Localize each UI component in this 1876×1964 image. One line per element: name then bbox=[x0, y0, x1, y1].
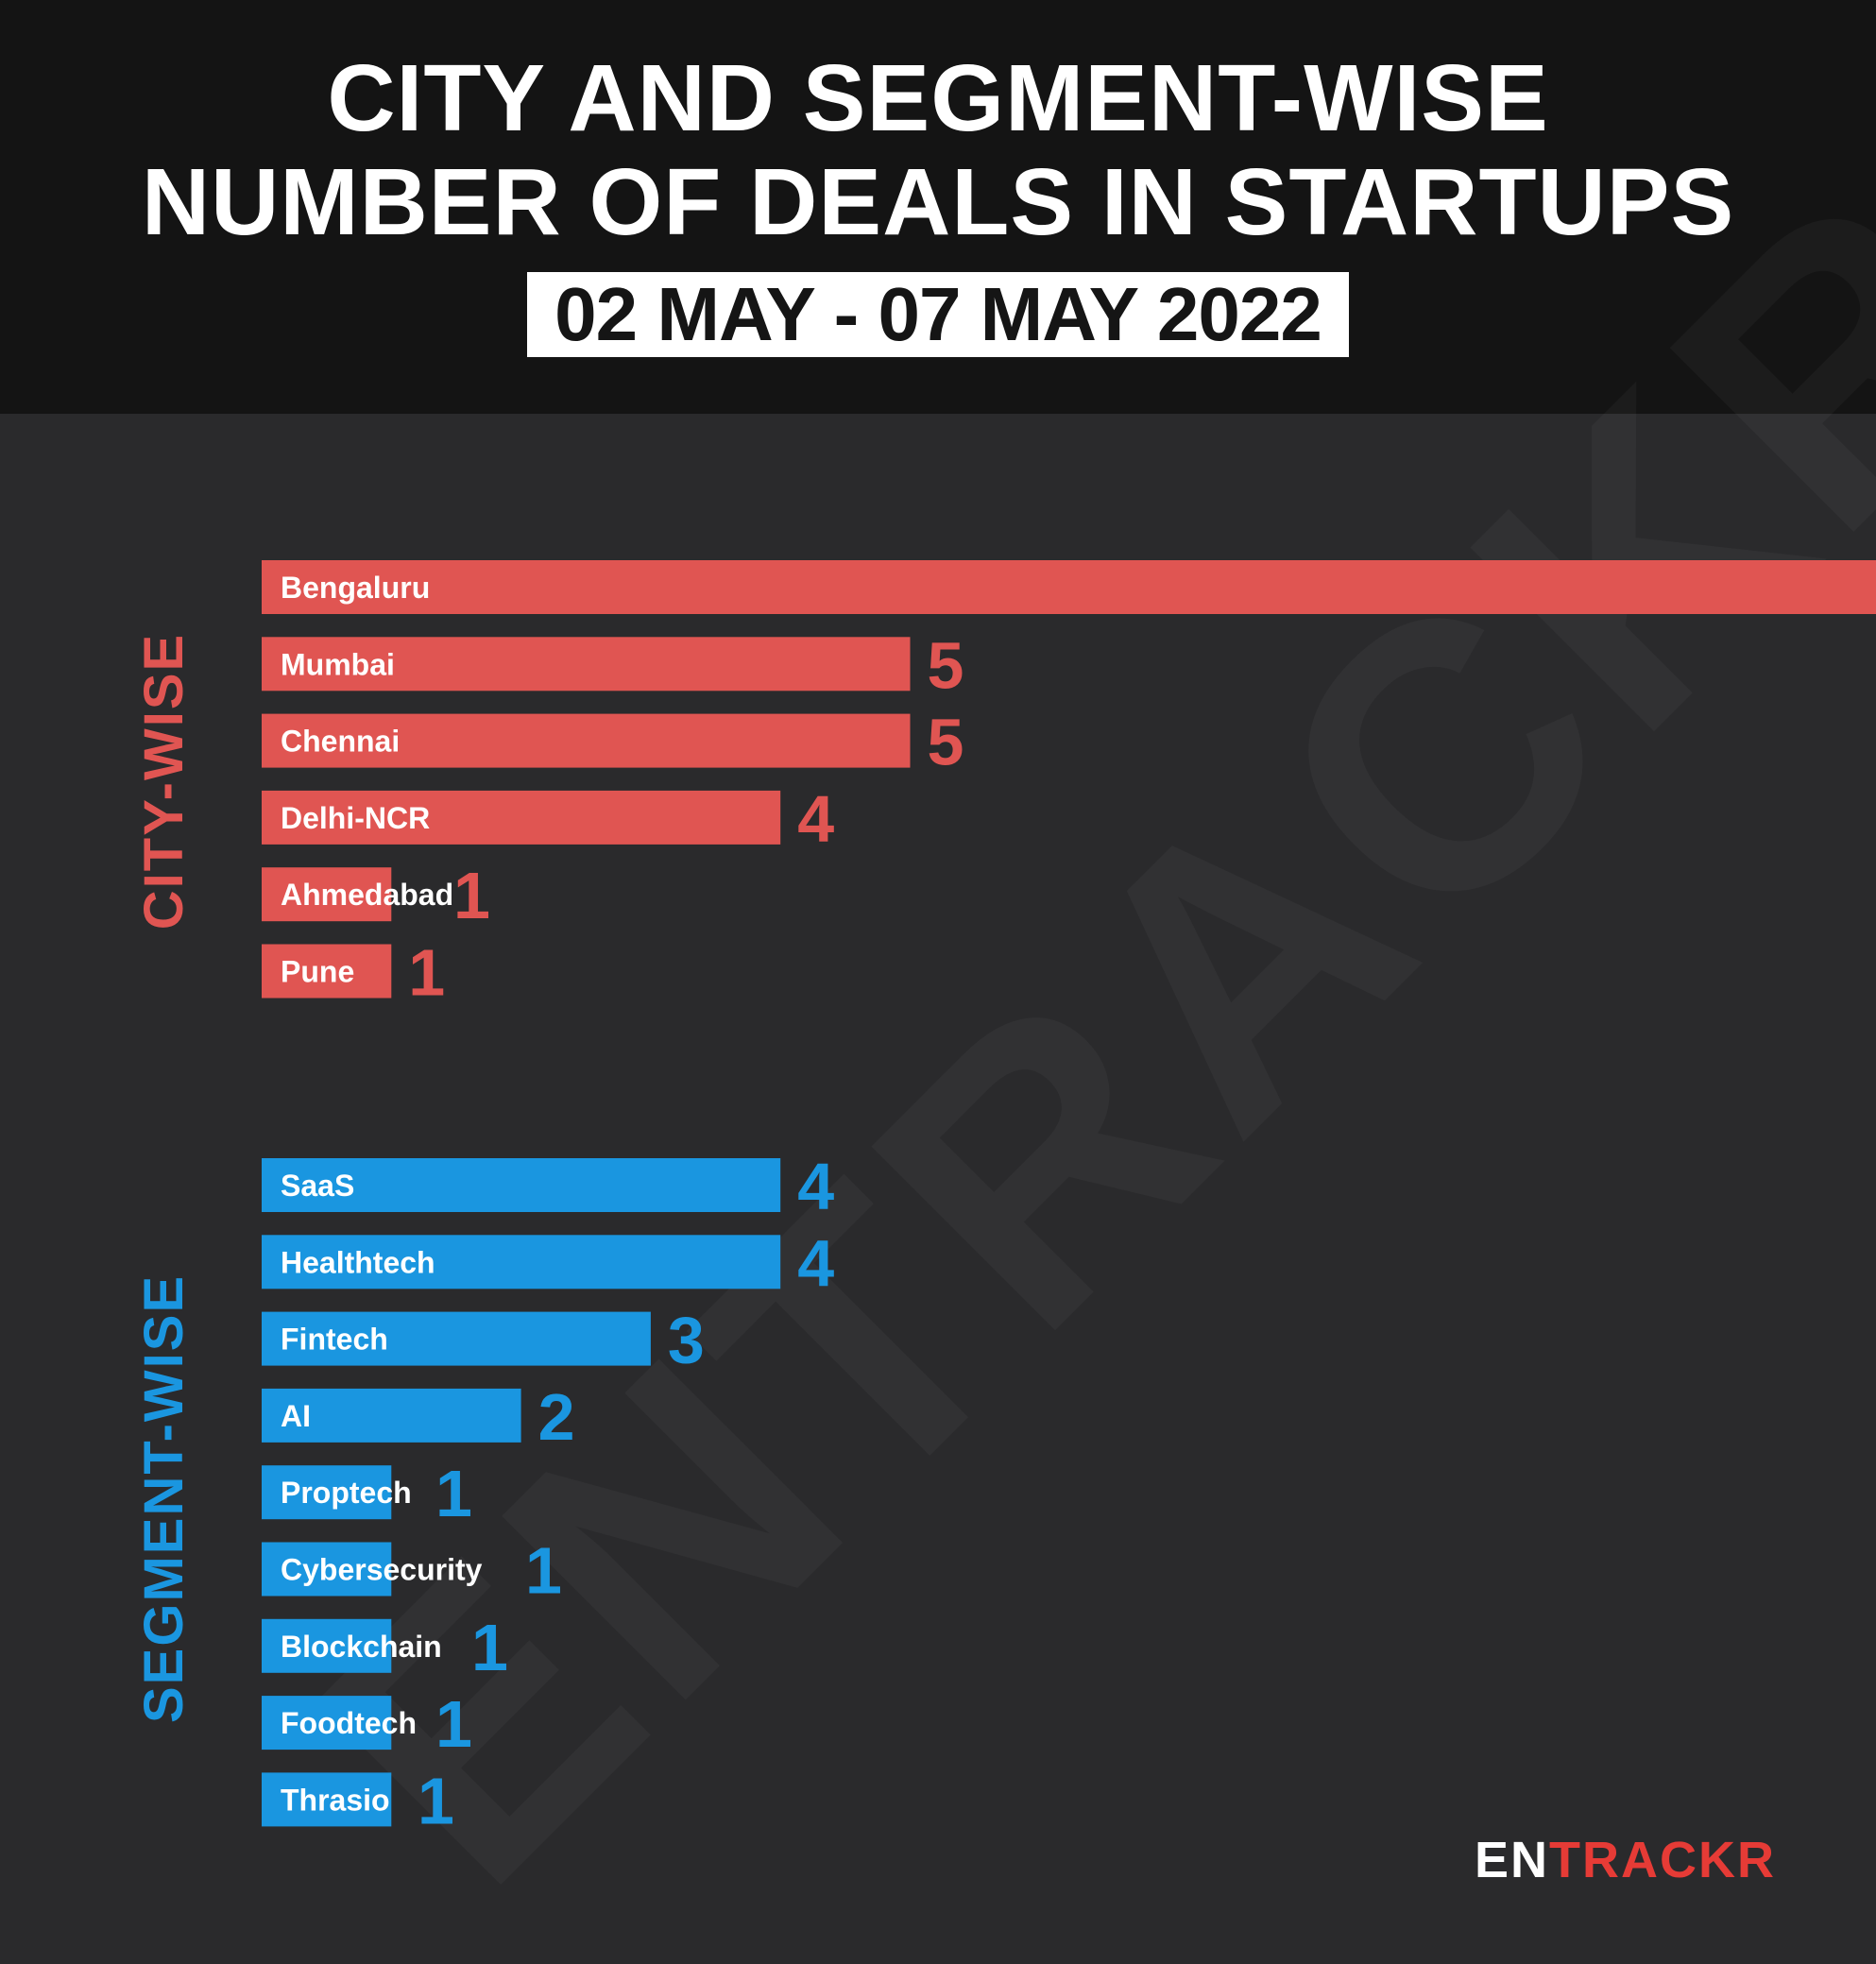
segment-bar-value: 1 bbox=[435, 1457, 472, 1530]
city-bar-label: Bengaluru bbox=[281, 571, 430, 605]
city-bar-value: 4 bbox=[797, 782, 834, 856]
city-bar-pune bbox=[262, 944, 392, 999]
entrackr-logo: ENTRACKR bbox=[1475, 1831, 1776, 1889]
city-bar-value: 5 bbox=[928, 628, 964, 702]
segment-bar-label: Cybersecurity bbox=[281, 1553, 483, 1587]
city-bar-value: 1 bbox=[453, 859, 490, 932]
city-bar-label: Delhi-NCR bbox=[281, 801, 430, 835]
segment-bar-label: Proptech bbox=[281, 1476, 412, 1510]
logo-part-en: EN bbox=[1475, 1832, 1550, 1888]
segment-bar-value: 4 bbox=[797, 1226, 834, 1300]
segment-bar-label: SaaS bbox=[281, 1169, 354, 1203]
city-bar-chennai bbox=[262, 713, 911, 768]
segment-bar-value: 2 bbox=[538, 1380, 575, 1454]
segment-bar-value: 1 bbox=[418, 1764, 454, 1837]
segment-bar-value: 1 bbox=[435, 1687, 472, 1761]
segment-bar-cybersecurity bbox=[262, 1542, 392, 1597]
segment-bar-label: Thrasio bbox=[281, 1783, 390, 1817]
city-bar-label: Chennai bbox=[281, 725, 400, 759]
segment-bar-fintech bbox=[262, 1311, 651, 1366]
city-bar-label: Mumbai bbox=[281, 647, 395, 681]
page-title-line1: CITY AND SEGMENT-WISE bbox=[327, 45, 1549, 151]
segment-bar-saas bbox=[262, 1158, 781, 1212]
segment-bar-foodtech bbox=[262, 1696, 392, 1751]
date-range-box: 02 MAY - 07 MAY 2022 bbox=[527, 272, 1349, 357]
segment-bar-blockchain bbox=[262, 1618, 392, 1673]
city-bar-label: Ahmedabad bbox=[281, 878, 453, 912]
segment-bar-label: Blockchain bbox=[281, 1630, 442, 1664]
city-bar-delhi-ncr bbox=[262, 790, 781, 845]
segment-bar-label: Foodtech bbox=[281, 1706, 417, 1740]
city-bar-value: 5 bbox=[928, 706, 964, 779]
logo-part-trackr: TRACKR bbox=[1549, 1832, 1776, 1888]
segment-bar-value: 1 bbox=[471, 1611, 508, 1684]
segment-bar-ai bbox=[262, 1388, 521, 1443]
date-range: 02 MAY - 07 MAY 2022 bbox=[554, 272, 1322, 356]
segment-bar-label: AI bbox=[281, 1399, 311, 1433]
segment-bar-proptech bbox=[262, 1465, 392, 1520]
segment-bar-value: 4 bbox=[797, 1150, 834, 1223]
city-bar-mumbai bbox=[262, 637, 911, 692]
segment-bar-value: 3 bbox=[668, 1304, 705, 1377]
city-bar-ahmedabad bbox=[262, 867, 392, 922]
header-banner: CITY AND SEGMENT-WISE NUMBER OF DEALS IN… bbox=[0, 0, 1876, 414]
segment-bar-value: 1 bbox=[525, 1534, 562, 1608]
segment-bar-label: Fintech bbox=[281, 1323, 388, 1357]
city-bar-label: Pune bbox=[281, 955, 354, 989]
segment-bar-label: Healthtech bbox=[281, 1245, 435, 1279]
segment-bar-healthtech bbox=[262, 1235, 781, 1289]
city-bar-bengaluru bbox=[262, 560, 1876, 614]
city-bar-value: 1 bbox=[408, 936, 445, 1010]
page-title-line2: NUMBER OF DEALS IN STARTUPS bbox=[141, 149, 1735, 255]
segment-bar-thrasio bbox=[262, 1772, 392, 1827]
